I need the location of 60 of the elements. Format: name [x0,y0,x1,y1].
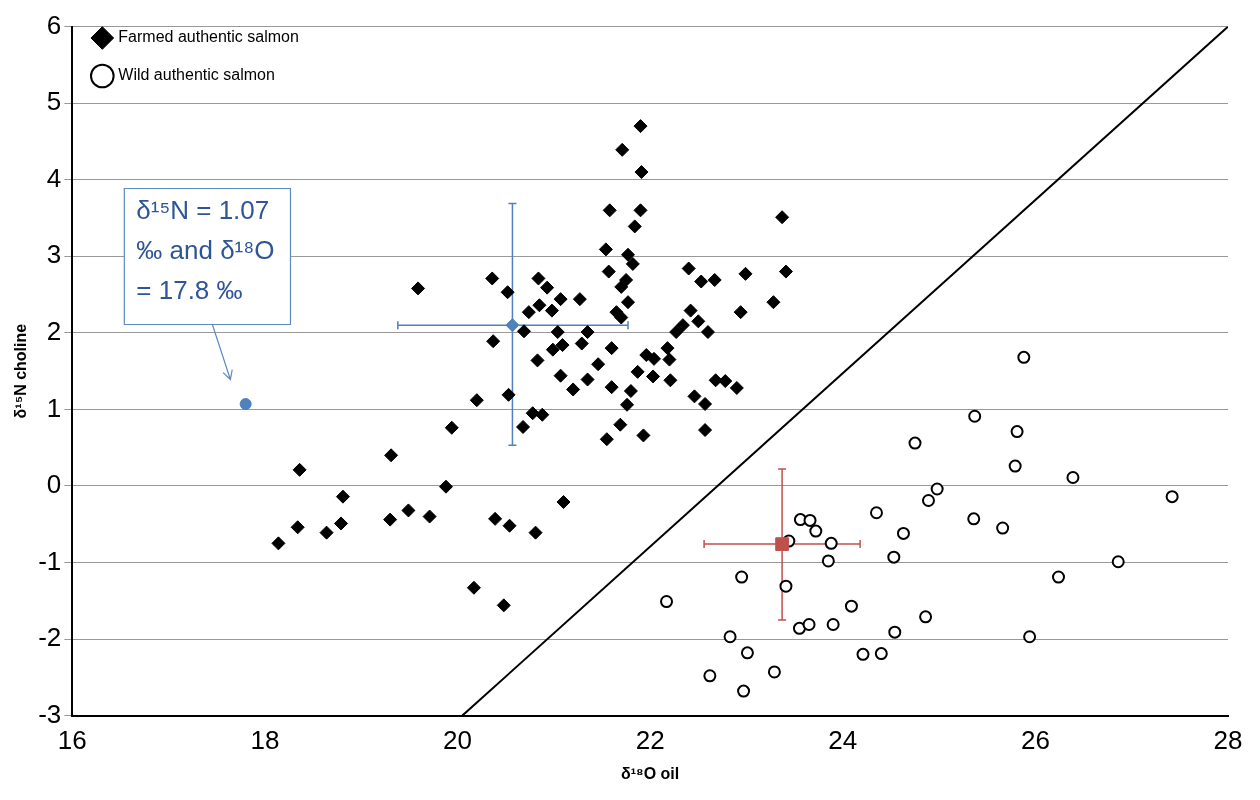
point [1017,350,1031,364]
y-tick-label: 0 [46,469,62,500]
point [809,524,823,538]
point [779,579,793,593]
legend-label: Wild authentic salmon [118,66,275,84]
y-tick-label: -1 [38,545,62,576]
point [908,436,922,450]
point [896,526,910,540]
point [856,647,870,661]
y-tick-label: 5 [46,86,62,117]
point [1008,459,1022,473]
point [996,521,1010,535]
x-tick-label: 22 [635,725,665,756]
point [660,595,674,609]
point [723,630,737,644]
point [869,506,883,520]
point [1066,471,1080,485]
point [505,318,520,333]
point [888,625,902,639]
point [826,618,840,631]
legend-label: Farmed authentic salmon [118,28,299,46]
y-tick-label: 4 [46,162,62,193]
y-tick-label: 2 [46,315,62,346]
point [824,536,838,550]
point [767,665,781,679]
point [1052,570,1065,584]
point [930,482,944,496]
point [792,621,806,635]
point [802,618,816,631]
point [775,537,789,551]
point [921,493,935,507]
point [887,550,901,564]
point [737,684,751,698]
y-tick-label: 3 [46,239,62,270]
point [735,570,749,584]
point [844,599,858,613]
annotation: δ¹⁵N = 1.07 ‰ and δ¹⁸O = 17.8 ‰ [136,194,275,305]
point [967,512,981,526]
point [1111,555,1125,569]
x-tick-label: 26 [1020,725,1050,756]
y-tick-label: 1 [46,392,62,423]
x-tick-label: 20 [443,725,473,756]
point [821,554,835,568]
point [874,647,888,661]
point [919,610,933,624]
point [803,513,817,527]
point [1010,425,1024,439]
point [1165,490,1179,504]
y-axis-title: δ¹⁵N choline [12,323,30,419]
x-axis-title: δ¹⁸O oil [621,764,680,782]
point [239,398,252,411]
x-tick-label: 24 [828,725,858,756]
point [1023,630,1037,644]
y-tick-label: 6 [46,9,62,40]
point [740,646,754,660]
point [703,669,717,683]
point [968,409,982,423]
x-tick-label: 18 [250,725,280,756]
y-tick-label: -2 [38,622,62,653]
x-tick-label: 28 [1213,725,1243,756]
